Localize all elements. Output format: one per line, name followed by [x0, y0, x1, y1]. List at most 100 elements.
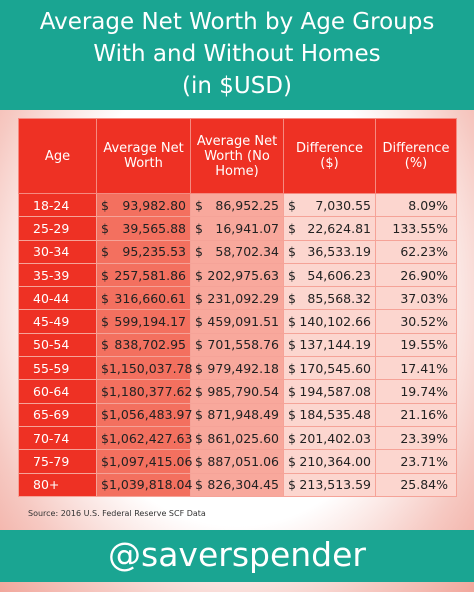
percent-cell: 133.55%	[375, 216, 457, 241]
money-cell: $86,952.25	[190, 192, 284, 218]
percent-cell: 19.55%	[375, 332, 457, 358]
money: $316,660.61	[101, 291, 186, 306]
table-row: 45-49 $599,194.17 $459,091.51 $140,102.66 30…	[18, 309, 457, 334]
percent-cell: 19.74%	[375, 379, 457, 404]
money: $85,568.32	[288, 291, 371, 306]
money-cell: $257,581.86	[96, 262, 191, 288]
age-cell: 18-24	[18, 192, 97, 218]
money: $22,624.81	[288, 221, 371, 236]
age-cell: 55-59	[18, 356, 97, 381]
amount: 826,304.45	[207, 477, 279, 493]
table-row: 50-54 $838,702.95 $701,558.76 $137,144.19 19…	[18, 332, 457, 358]
amount: 231,092.29	[207, 290, 279, 306]
table-row: 70-74 $1,062,427.63 $861,025.60 $201,402.03…	[18, 425, 457, 451]
amount: 887,051.06	[207, 453, 279, 469]
currency-symbol: $	[101, 197, 109, 213]
currency-symbol: $	[101, 360, 109, 376]
money: $93,982.80	[101, 198, 186, 213]
currency-symbol: $	[288, 337, 296, 353]
money-cell: $861,025.60	[190, 425, 284, 451]
amount: 257,581.86	[114, 267, 186, 283]
currency-symbol: $	[288, 290, 296, 306]
amount: 194,587.08	[299, 384, 371, 400]
money: $202,975.63	[195, 268, 279, 283]
amount: 85,568.32	[307, 290, 371, 306]
percent-cell: 30.52%	[375, 309, 457, 334]
money: $7,030.55	[288, 198, 371, 213]
table-row: 25-29 $39,565.88 $16,941.07 $22,624.81 133.5…	[18, 216, 457, 241]
age-cell: 40-44	[18, 286, 97, 311]
amount: 838,702.95	[114, 337, 186, 353]
money: $201,402.03	[288, 431, 371, 446]
percent-cell: 17.41%	[375, 356, 457, 381]
money: $1,056,483.97	[101, 407, 192, 422]
money-cell: $16,941.07	[190, 216, 284, 241]
currency-symbol: $	[195, 477, 203, 493]
money: $170,545.60	[288, 361, 371, 376]
header-row: Age Average Net Worth Average Net Worth (N…	[18, 118, 457, 194]
column-header: Difference (%)	[375, 118, 457, 194]
money-cell: $701,558.76	[190, 332, 284, 358]
money-cell: $887,051.06	[190, 449, 284, 474]
currency-symbol: $	[195, 360, 203, 376]
currency-symbol: $	[195, 453, 203, 469]
money-cell: $194,587.08	[283, 379, 376, 404]
money-cell: $184,535.48	[283, 402, 376, 427]
money: $1,039,818.04	[101, 477, 192, 492]
money: $1,150,037.78	[101, 360, 192, 376]
amount: 1,097,415.06	[108, 453, 193, 469]
amount: 201,402.03	[299, 430, 371, 446]
currency-symbol: $	[288, 360, 296, 376]
money-cell: $1,062,427.63	[96, 425, 192, 451]
title-line: (in $USD)	[181, 73, 292, 99]
money-cell: $979,492.18	[190, 356, 284, 381]
money: $86,952.25	[195, 198, 279, 213]
percent-cell: 26.90%	[375, 262, 457, 288]
money: $1,180,377.62	[101, 384, 192, 399]
money: $701,558.76	[195, 337, 279, 352]
amount: 979,492.18	[207, 360, 279, 376]
percent-cell: 25.84%	[375, 472, 457, 497]
amount: 985,790.54	[207, 384, 279, 400]
amount: 137,144.19	[299, 337, 371, 353]
currency-symbol: $	[101, 267, 109, 283]
currency-symbol: $	[288, 453, 296, 469]
currency-symbol: $	[195, 314, 203, 330]
money: $184,535.48	[288, 407, 371, 422]
table-row: 80+ $1,039,818.04 $826,304.45 $213,513.59 25…	[18, 472, 457, 497]
money: $54,606.23	[288, 268, 371, 283]
percent-cell: 23.71%	[375, 449, 457, 474]
amount: 93,982.80	[122, 197, 186, 213]
money-cell: $58,702.34	[190, 239, 284, 264]
net-worth-table: Age Average Net Worth Average Net Worth (N…	[18, 118, 457, 497]
age-cell: 45-49	[18, 309, 97, 334]
currency-symbol: $	[195, 384, 203, 400]
money: $871,948.49	[195, 407, 279, 422]
currency-symbol: $	[101, 220, 109, 236]
currency-symbol: $	[288, 197, 296, 213]
amount: 95,235.53	[122, 244, 186, 260]
table-row: 55-59 $1,150,037.78 $979,492.18 $170,545.60…	[18, 356, 457, 381]
amount: 36,533.19	[307, 244, 371, 260]
percent-cell: 62.23%	[375, 239, 457, 264]
currency-symbol: $	[195, 407, 203, 423]
money: $861,025.60	[195, 431, 279, 446]
money: $210,364.00	[288, 454, 371, 469]
money: $985,790.54	[195, 384, 279, 399]
source: Source: 2016 U.S. Federal Reserve SCF Da…	[28, 509, 206, 518]
amount: 86,952.25	[215, 197, 279, 213]
money-cell: $36,533.19	[283, 239, 376, 264]
money: $459,091.51	[195, 314, 279, 329]
money-cell: $599,194.17	[96, 309, 191, 334]
amount: 459,091.51	[207, 314, 279, 330]
table-row: 75-79 $1,097,415.06 $887,051.06 $210,364.00…	[18, 449, 457, 474]
money: $826,304.45	[195, 477, 279, 492]
money: $979,492.18	[195, 361, 279, 376]
money: $1,097,415.06	[101, 453, 192, 469]
money: $16,941.07	[195, 221, 279, 236]
money-cell: $54,606.23	[283, 262, 376, 288]
age-cell: 50-54	[18, 332, 97, 358]
currency-symbol: $	[101, 453, 109, 469]
table-row: 65-69 $1,056,483.97 $871,948.49 $184,535.48…	[18, 402, 457, 427]
amount: 184,535.48	[299, 407, 371, 423]
